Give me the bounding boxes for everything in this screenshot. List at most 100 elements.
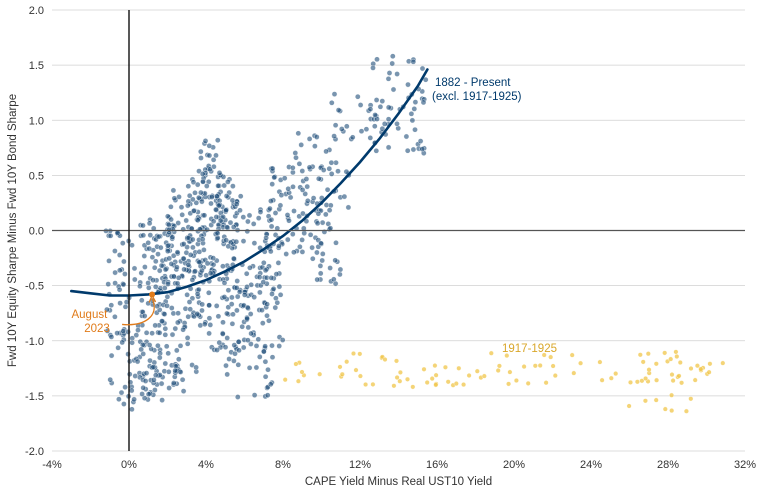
scatter-point — [379, 125, 386, 132]
scatter-point — [233, 284, 240, 291]
scatter-point — [269, 354, 276, 361]
scatter-point — [269, 291, 275, 297]
scatter-point — [141, 395, 148, 401]
scatter-point — [179, 376, 186, 383]
y-tick-label: -2.0 — [25, 446, 44, 458]
scatter-point — [257, 289, 263, 296]
scatter-point — [117, 300, 123, 306]
scatter-point — [319, 251, 326, 257]
scatter-point — [283, 251, 290, 257]
scatter-point — [197, 148, 204, 155]
scatter-point — [513, 378, 519, 384]
scatter-point — [121, 401, 127, 407]
scatter-point — [210, 218, 217, 225]
scatter-point — [225, 243, 232, 250]
scatter-point — [429, 376, 435, 382]
scatter-point — [223, 207, 229, 214]
scatter-point — [125, 329, 131, 335]
scatter-point — [327, 265, 333, 271]
scatter-point — [208, 200, 214, 207]
scatter-point — [394, 375, 400, 381]
scatter-point — [122, 303, 129, 310]
scatter-point — [108, 352, 115, 359]
scatter-point — [115, 344, 121, 351]
scatter-point — [255, 215, 262, 221]
scatter-point — [164, 293, 171, 300]
scatter-point — [199, 307, 205, 314]
scatter-point — [155, 342, 161, 349]
scatter-point — [143, 329, 150, 336]
scatter-point — [370, 381, 376, 387]
scatter-point — [222, 344, 229, 351]
scatter-point — [199, 171, 206, 177]
scatter-point — [116, 252, 123, 258]
scatter-point — [349, 134, 356, 141]
scatter-point — [256, 354, 263, 360]
scatter-point — [112, 313, 118, 320]
scatter-point — [284, 212, 291, 218]
scatter-point — [265, 366, 271, 373]
scatter-point — [357, 351, 363, 357]
scatter-point — [129, 242, 135, 248]
scatter-point — [319, 257, 326, 264]
scatter-point — [213, 152, 219, 159]
scatter-point — [291, 249, 297, 255]
fit-curve-line — [70, 68, 429, 297]
august-2023-leader-line — [122, 298, 155, 326]
y-tick-label: -1.0 — [25, 336, 44, 348]
scatter-point — [172, 363, 179, 370]
scatter-point — [343, 123, 350, 130]
scatter-point — [315, 175, 322, 182]
y-tick-label: -1.5 — [25, 391, 44, 403]
scatter-point — [215, 313, 222, 320]
scatter-point — [278, 192, 285, 198]
scatter-point — [331, 91, 338, 97]
scatter-point — [303, 218, 310, 224]
scatter-point — [248, 330, 254, 337]
scatter-point — [525, 380, 531, 386]
scatter-point — [248, 341, 254, 347]
scatter-point — [394, 358, 400, 364]
x-tick-label: 8% — [275, 459, 291, 471]
scatter-point — [692, 377, 698, 383]
scatter-point — [267, 381, 274, 388]
scatter-point — [332, 257, 339, 264]
scatter-point — [227, 219, 234, 226]
scatter-point — [235, 338, 242, 345]
scatter-point — [243, 270, 250, 277]
scatter-point — [174, 319, 181, 326]
scatter-point — [172, 325, 179, 332]
scatter-point — [296, 160, 303, 167]
scatter-point — [552, 373, 558, 379]
subset-series-points — [282, 349, 726, 414]
august-2023-label-line-1: August — [71, 309, 108, 321]
scatter-point — [337, 364, 343, 370]
scatter-point — [184, 202, 191, 209]
scatter-point — [196, 259, 202, 266]
scatter-point — [201, 247, 207, 253]
scatter-point — [215, 182, 221, 189]
scatter-point — [121, 258, 127, 265]
scatter-point — [155, 251, 161, 257]
scatter-point — [214, 193, 220, 200]
scatter-point — [319, 219, 326, 226]
scatter-point — [146, 220, 153, 227]
scatter-point — [152, 258, 159, 265]
scatter-point — [267, 248, 274, 255]
scatter-point — [223, 193, 230, 199]
scatter-point — [141, 253, 148, 259]
scatter-point — [221, 294, 228, 300]
scatter-point — [244, 284, 250, 290]
scatter-point — [168, 261, 175, 267]
scatter-point — [162, 360, 169, 367]
scatter-point — [372, 112, 378, 118]
scatter-point — [251, 294, 257, 300]
x-tick-label: 28% — [657, 459, 679, 471]
scatter-point — [244, 228, 251, 235]
scatter-point — [140, 222, 146, 229]
scatter-point — [176, 194, 182, 200]
scatter-point — [354, 93, 361, 100]
scatter-point — [187, 252, 194, 258]
scatter-point — [108, 334, 115, 340]
